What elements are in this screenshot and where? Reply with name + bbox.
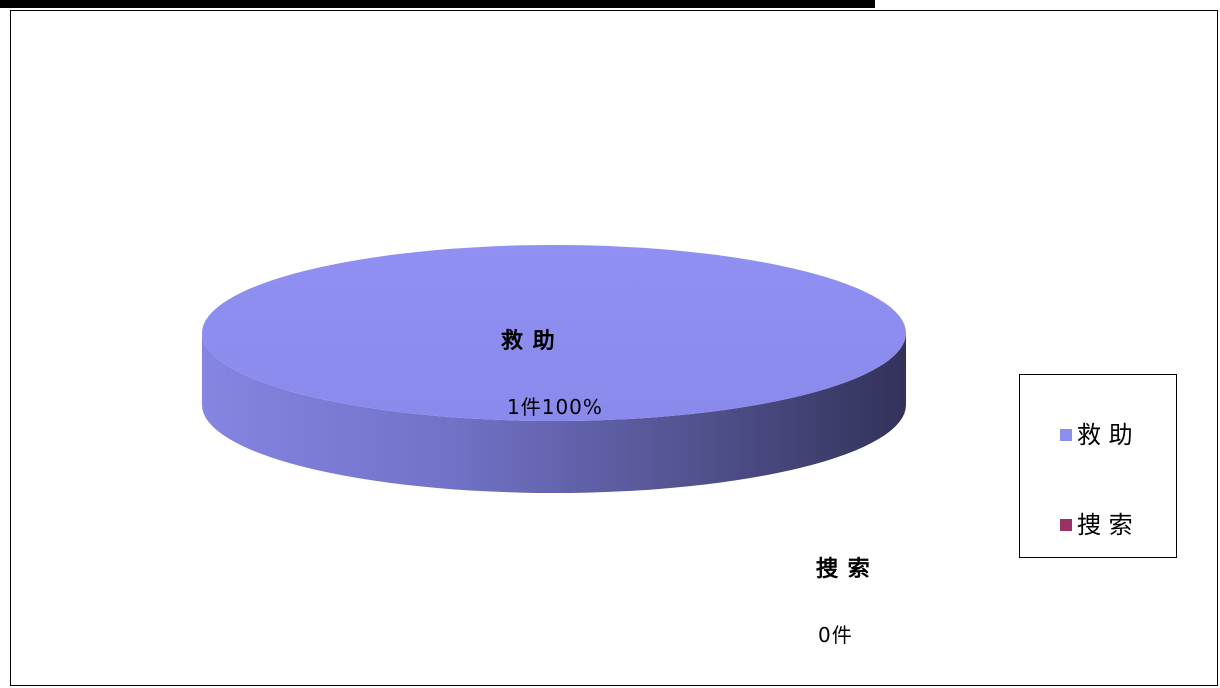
- legend-item-search: 捜 索: [1060, 513, 1133, 537]
- slice-label-search: 捜 索 0件: [816, 527, 871, 677]
- slice-label-rescue: 救 助 1件100%: [501, 299, 603, 449]
- legend-label-rescue: 救 助: [1077, 421, 1133, 449]
- pie-chart: [202, 245, 906, 493]
- chart-area: 救 助 1件100% 捜 索 0件: [10, 10, 1218, 686]
- legend-label-search: 捜 索: [1077, 511, 1133, 539]
- slice-label-rescue-name: 救 助: [501, 329, 556, 354]
- pie-slice-rescue-top: [202, 245, 906, 421]
- legend-swatch-search: [1060, 519, 1072, 531]
- pie-slice-rescue-side: [202, 333, 906, 493]
- slice-label-rescue-value: 1件100%: [507, 395, 603, 419]
- top-rule: [0, 0, 875, 8]
- legend-item-rescue: 救 助: [1060, 423, 1133, 447]
- chart-legend: 救 助 捜 索: [1019, 374, 1177, 558]
- slice-label-search-name: 捜 索: [816, 557, 871, 582]
- legend-swatch-rescue: [1060, 429, 1072, 441]
- slice-label-search-value: 0件: [818, 623, 853, 647]
